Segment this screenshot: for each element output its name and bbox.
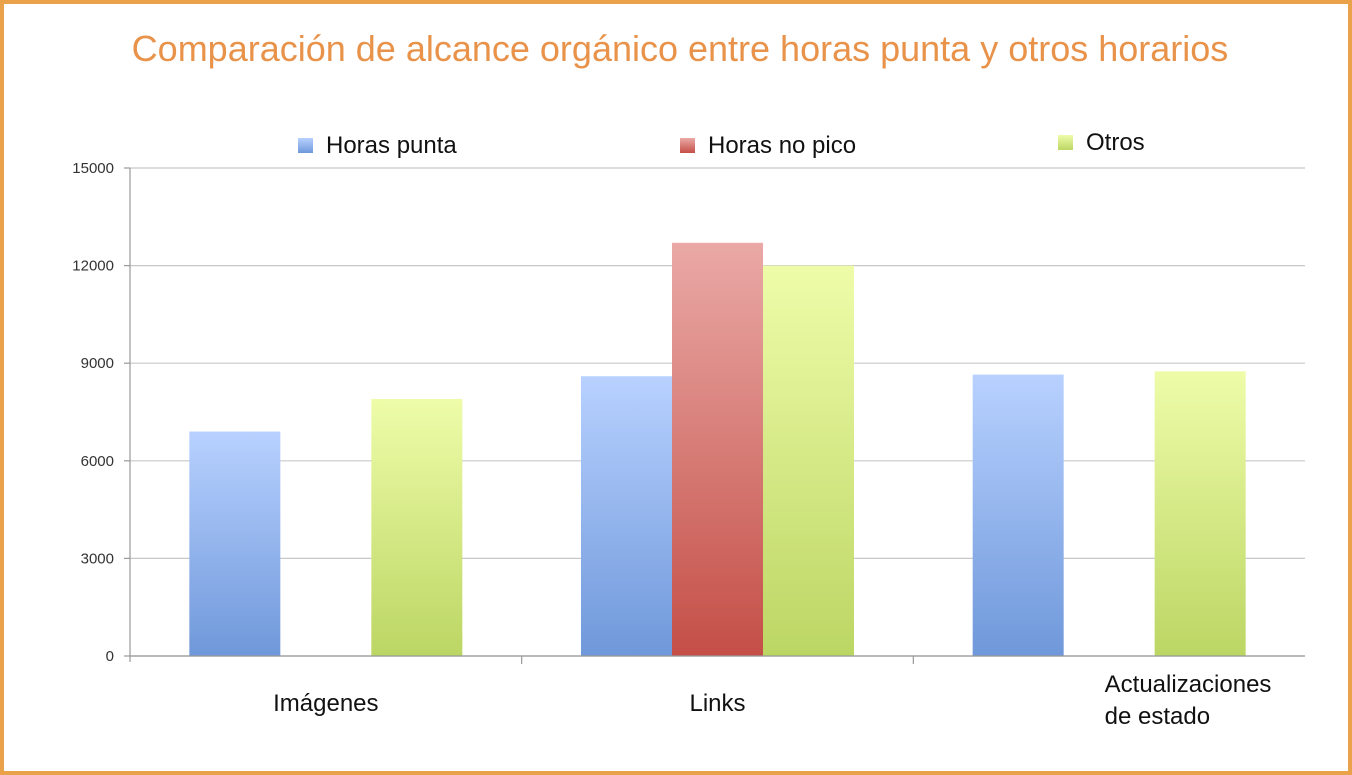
y-tick-label: 12000	[72, 258, 114, 275]
chart-title: Comparación de alcance orgánico entre ho…	[131, 28, 1229, 69]
bar-horas-no-pico	[672, 242, 763, 656]
x-category-label: Actualizaciones de estado	[1105, 671, 1272, 730]
legend-label: Horas no pico	[708, 132, 856, 159]
bar-otros	[763, 265, 854, 656]
x-category-label: Imágenes	[273, 690, 378, 717]
legend-label: Otros	[1086, 129, 1145, 156]
y-tick-label: 0	[106, 648, 114, 665]
bar-horas-punta	[581, 376, 672, 656]
axes	[124, 167, 1305, 664]
y-tick-label: 3000	[81, 550, 114, 567]
legend-swatch	[680, 138, 695, 153]
x-category-label: Links	[689, 690, 745, 717]
bar-otros	[371, 398, 463, 656]
legend: Horas punta Horas no pico Otros	[298, 129, 1145, 159]
y-tick-label: 9000	[81, 355, 114, 372]
legend-swatch	[1058, 135, 1073, 150]
bars	[189, 242, 1246, 656]
legend-swatch	[298, 138, 313, 153]
y-tick-label: 6000	[81, 453, 114, 470]
bar-otros	[1154, 371, 1246, 656]
bar-horas-punta	[972, 374, 1064, 656]
legend-label: Horas punta	[326, 132, 457, 159]
bar-horas-punta	[189, 431, 281, 656]
labels: 0 3000 6000 9000 12000 15000 Imágenes Links Actu…	[72, 160, 1271, 730]
y-tick-label: 15000	[72, 160, 114, 177]
